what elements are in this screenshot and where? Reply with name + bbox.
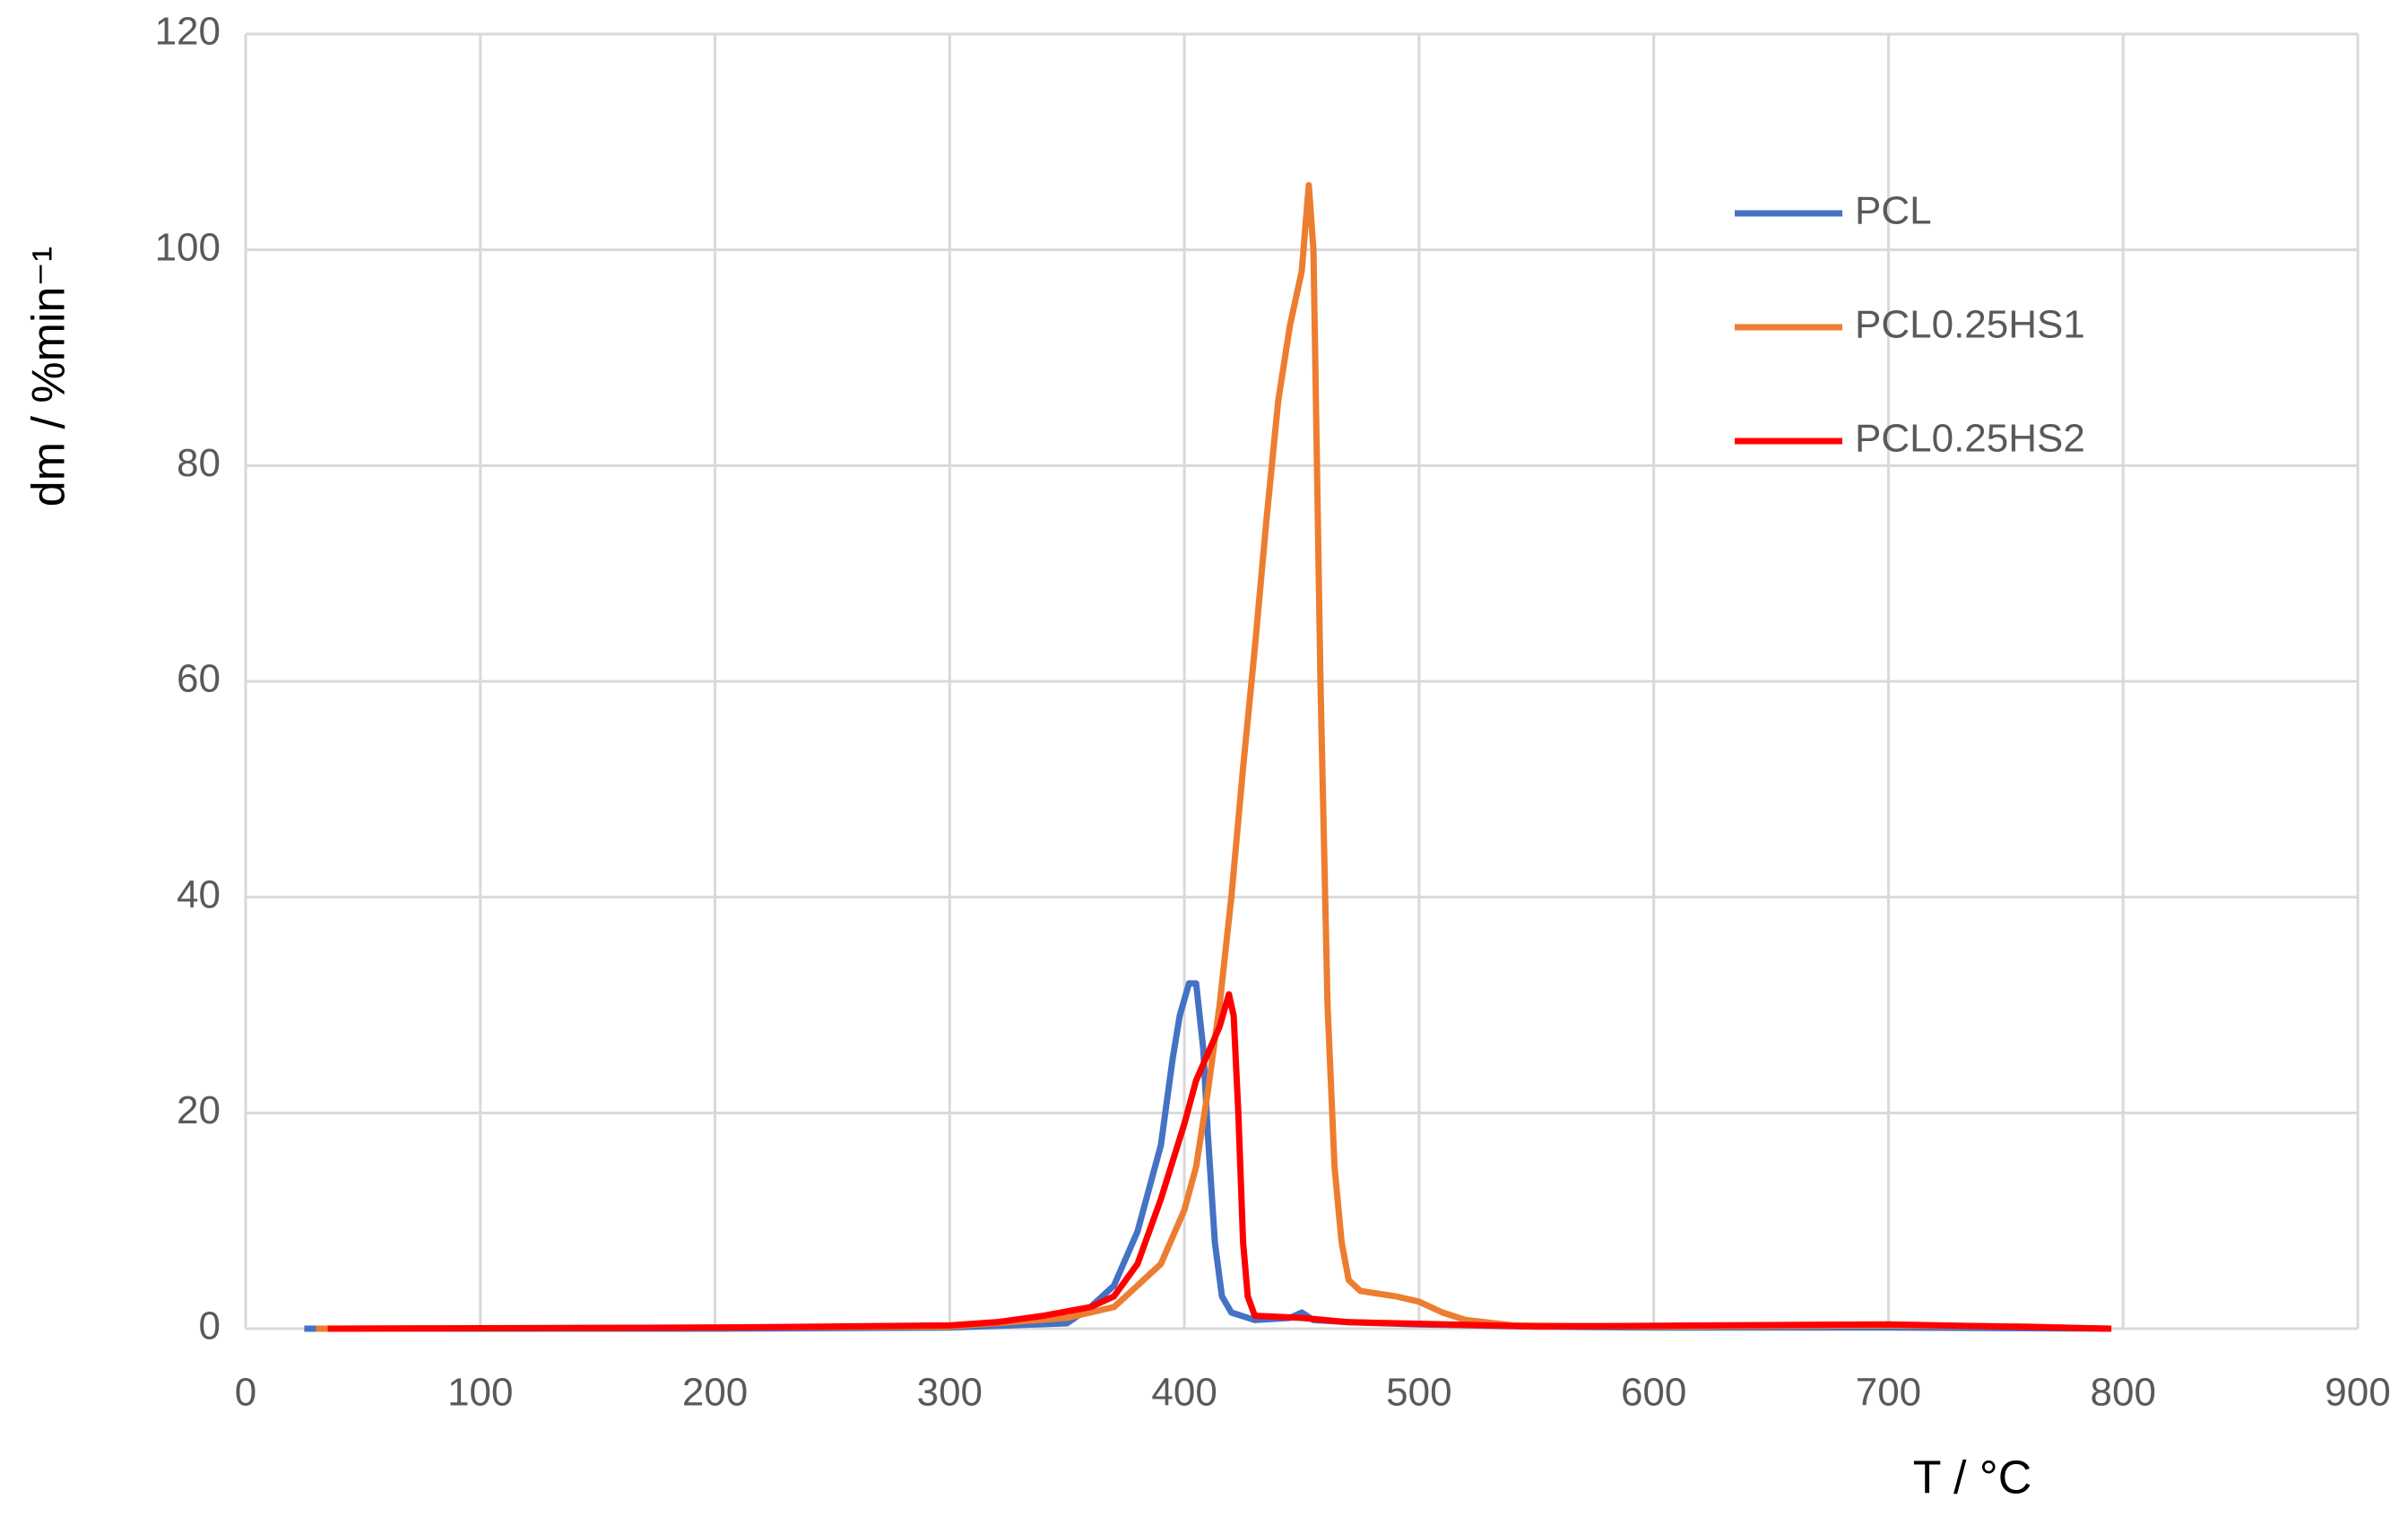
legend-label: PCL [1855, 189, 1932, 233]
line-series [304, 980, 2112, 1332]
x-tick-label: 300 [917, 1371, 983, 1415]
x-axis-title: T / °C [1913, 1452, 2032, 1504]
line-series [327, 991, 2112, 1332]
line-series [316, 182, 2101, 1332]
y-tick-label: 40 [177, 872, 221, 916]
x-tick-label: 200 [682, 1371, 748, 1415]
x-tick-label: 0 [235, 1371, 256, 1415]
y-tick-label: 80 [177, 441, 221, 485]
y-tick-label: 120 [155, 10, 221, 54]
x-tick-label: 600 [1621, 1371, 1686, 1415]
legend-label: PCL0.25HS1 [1855, 303, 2085, 347]
x-tick-label: 400 [1151, 1371, 1217, 1415]
y-axis-title: dm / %min⁻¹ [23, 247, 75, 507]
y-tick-label: 100 [155, 225, 221, 269]
y-tick-label: 0 [199, 1304, 221, 1348]
y-tick-label: 60 [177, 657, 221, 701]
y-tick-label: 20 [177, 1088, 221, 1132]
x-tick-label: 500 [1386, 1371, 1451, 1415]
x-tick-label: 800 [2091, 1371, 2156, 1415]
x-tick-label: 700 [1856, 1371, 1921, 1415]
x-tick-label: 100 [447, 1371, 513, 1415]
x-tick-label: 900 [2325, 1371, 2390, 1415]
legend-label: PCL0.25HS2 [1855, 417, 2085, 461]
